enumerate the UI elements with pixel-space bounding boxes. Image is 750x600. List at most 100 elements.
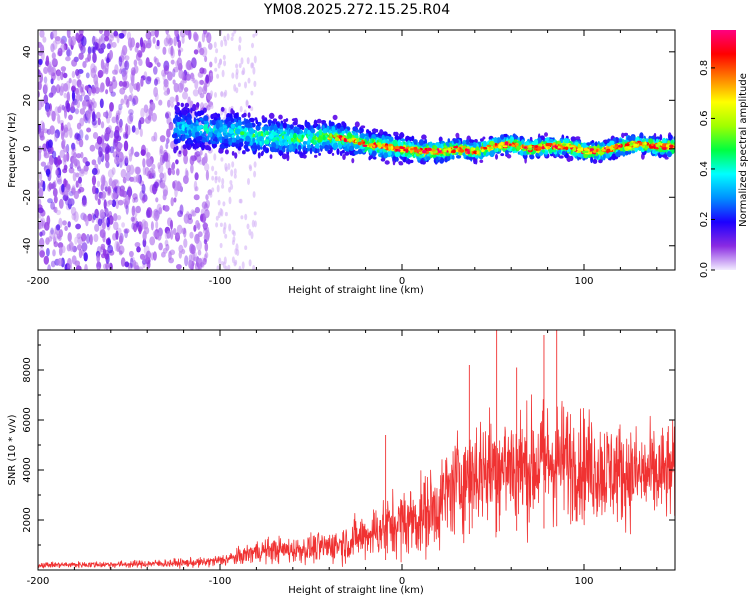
noise-speckle <box>125 171 131 182</box>
noise-speckle <box>66 91 71 103</box>
ridge-speckle <box>655 143 659 148</box>
noise-speckle <box>99 229 106 239</box>
noise-speckle <box>170 59 175 65</box>
noise-speckle <box>170 219 173 230</box>
noise-speckle <box>173 197 177 203</box>
noise-speckle <box>194 206 200 214</box>
noise-speckle <box>196 154 202 163</box>
noise-speckle <box>183 154 189 165</box>
noise-speckle <box>131 75 135 87</box>
noise-speckle <box>71 79 77 87</box>
noise-speckle <box>152 251 157 261</box>
noise-speckle <box>140 149 146 157</box>
noise-speckle <box>71 90 76 102</box>
noise-speckle <box>43 76 48 84</box>
noise-speckle <box>156 232 162 241</box>
noise-speckle <box>50 227 54 235</box>
ridge-speckle <box>508 143 512 147</box>
signal-speckle <box>465 156 471 160</box>
noise-speckle <box>200 102 204 112</box>
signal-speckle <box>261 115 265 121</box>
ridge-speckle <box>533 147 536 151</box>
ridge-speckle <box>470 147 474 152</box>
signal-speckle <box>237 116 242 121</box>
signal-speckle <box>304 121 311 129</box>
noise-speckle <box>145 30 152 40</box>
noise-speckle <box>57 155 61 166</box>
noise-speckle <box>178 49 181 57</box>
noise-speckle <box>142 158 146 168</box>
noise-speckle <box>213 153 217 161</box>
signal-speckle <box>201 136 207 143</box>
signal-speckle <box>611 153 617 161</box>
noise-speckle <box>163 79 168 86</box>
noise-speckle <box>108 109 112 119</box>
noise-speckle <box>40 99 45 108</box>
signal-speckle <box>265 148 269 153</box>
noise-speckle <box>145 76 152 85</box>
signal-speckle <box>238 142 244 147</box>
spectrogram-y-label: Frequency (Hz) <box>7 112 18 188</box>
noise-speckle <box>191 57 197 69</box>
noise-speckle <box>131 98 136 107</box>
signal-speckle <box>382 139 386 144</box>
noise-speckle <box>91 159 97 166</box>
noise-speckle <box>153 86 159 98</box>
noise-speckle <box>54 106 60 116</box>
signal-speckle <box>321 120 327 124</box>
noise-speckle <box>100 174 106 186</box>
signal-speckle <box>455 132 460 138</box>
noise-speckle <box>143 104 149 113</box>
x-tick-label: 100 <box>574 276 593 287</box>
signal-speckle <box>354 121 360 128</box>
signal-speckle <box>548 148 553 154</box>
noise-speckle <box>252 66 256 75</box>
signal-speckle <box>462 141 467 145</box>
noise-speckle <box>57 47 63 57</box>
signal-speckle <box>197 135 203 141</box>
signal-speckle <box>618 138 623 143</box>
noise-speckle <box>140 107 145 119</box>
noise-speckle <box>38 187 44 198</box>
noise-speckle <box>115 230 119 240</box>
signal-speckle <box>408 142 412 146</box>
signal-speckle <box>316 118 322 124</box>
signal-speckle <box>322 134 326 141</box>
noise-speckle <box>91 87 97 94</box>
noise-speckle <box>159 154 165 166</box>
snr-y-axis: 2000 4000 6000 8000 <box>22 344 675 546</box>
noise-speckle <box>235 87 239 94</box>
noise-speckle <box>221 261 224 266</box>
signal-speckle <box>317 124 321 131</box>
colorbar-tick-label: 0.2 <box>699 212 710 228</box>
noise-speckle <box>193 256 199 262</box>
noise-speckle <box>60 39 65 45</box>
signal-speckle <box>645 138 649 143</box>
noise-speckle <box>204 163 210 172</box>
y-tick-label: -40 <box>22 238 33 254</box>
noise-speckle <box>162 46 167 55</box>
noise-speckle <box>150 221 154 231</box>
noise-speckle <box>156 39 160 47</box>
signal-speckle <box>513 134 518 142</box>
noise-speckle <box>116 243 121 253</box>
noise-speckle <box>126 98 130 108</box>
ridge-speckle <box>547 145 551 150</box>
noise-speckle <box>114 240 119 252</box>
ridge-speckle <box>443 148 447 153</box>
signal-speckle <box>175 145 179 151</box>
signal-speckle <box>233 137 237 143</box>
noise-speckle <box>147 115 152 121</box>
noise-speckle <box>104 68 109 75</box>
signal-speckle <box>529 154 535 160</box>
noise-speckle <box>125 155 129 164</box>
noise-speckle <box>197 231 203 238</box>
noise-speckle <box>158 164 164 174</box>
noise-speckle <box>63 178 67 188</box>
signal-speckle <box>208 131 213 138</box>
ridge-speckle <box>452 149 456 154</box>
signal-speckle <box>336 148 340 156</box>
noise-speckle <box>95 42 99 49</box>
noise-speckle <box>55 69 62 77</box>
noise-speckle <box>76 153 82 159</box>
